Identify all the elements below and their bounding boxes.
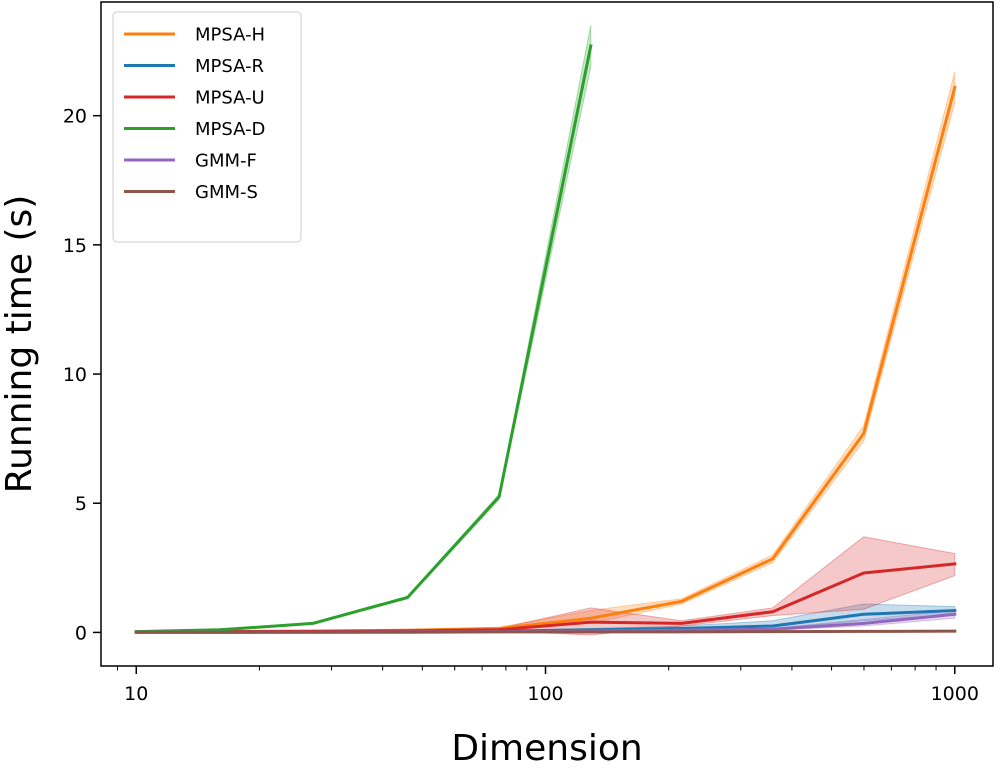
y-tick-label: 10	[63, 364, 87, 386]
legend-label-mpsa-d: MPSA-D	[195, 119, 265, 140]
legend-label-mpsa-h: MPSA-H	[195, 25, 265, 46]
y-tick-label: 0	[75, 622, 87, 644]
legend-box	[112, 11, 302, 243]
legend-label-mpsa-r: MPSA-R	[195, 56, 264, 77]
y-tick-label: 5	[75, 493, 87, 515]
legend-label-gmm-s: GMM-S	[195, 182, 258, 203]
legend-label-mpsa-u: MPSA-U	[195, 88, 265, 109]
legend: MPSA-H MPSA-R MPSA-U MPSA-D GMM-F GMM-S	[112, 11, 302, 243]
plot-frame	[100, 1, 994, 667]
x-axis-label: Dimension	[451, 728, 642, 769]
x-tick-label: 10	[124, 683, 148, 705]
axes: 10 100 1000 0 5 10 15 20	[63, 1, 994, 705]
x-tick-label: 100	[527, 683, 563, 705]
y-axis-label: Running time (s)	[0, 195, 40, 494]
legend-label-gmm-f: GMM-F	[195, 151, 257, 172]
line-gmm-s	[134, 629, 957, 634]
line-mpsa-d	[134, 44, 593, 634]
y-tick-label: 20	[63, 106, 87, 128]
y-tick-label: 15	[63, 235, 87, 257]
series-lines	[134, 44, 957, 634]
x-tick-label: 1000	[931, 683, 979, 705]
